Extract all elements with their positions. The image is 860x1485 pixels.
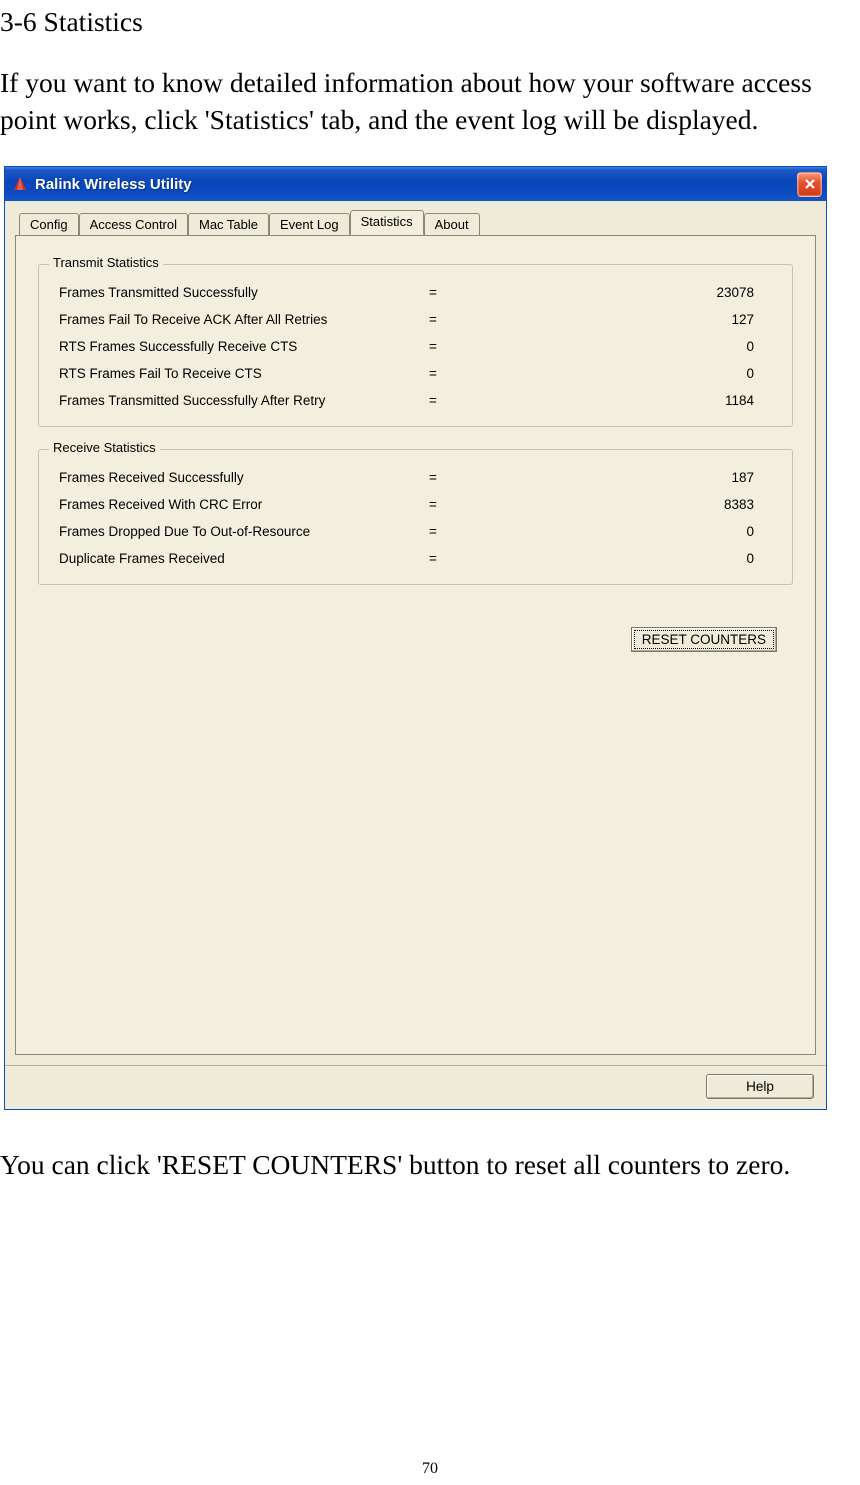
transmit-group: Transmit Statistics Frames Transmitted S…: [38, 264, 793, 427]
window-title: Ralink Wireless Utility: [35, 176, 797, 193]
stat-row: Frames Dropped Due To Out-of-Resource = …: [55, 518, 776, 545]
stat-label: Frames Transmitted Successfully After Re…: [59, 393, 429, 408]
stat-row: RTS Frames Successfully Receive CTS = 0: [55, 333, 776, 360]
stat-label: Frames Transmitted Successfully: [59, 285, 429, 300]
tab-content: Transmit Statistics Frames Transmitted S…: [15, 235, 816, 1055]
bottom-bar: Help: [5, 1065, 826, 1109]
stat-row: RTS Frames Fail To Receive CTS = 0: [55, 360, 776, 387]
app-window: Ralink Wireless Utility Config Access Co…: [4, 166, 827, 1110]
stat-equals: =: [429, 393, 539, 408]
stat-value: 187: [539, 470, 772, 485]
stat-row: Frames Received Successfully = 187: [55, 464, 776, 491]
stat-equals: =: [429, 497, 539, 512]
stat-row: Frames Fail To Receive ACK After All Ret…: [55, 306, 776, 333]
stat-label: Frames Received Successfully: [59, 470, 429, 485]
tab-mac-table[interactable]: Mac Table: [188, 213, 269, 236]
app-icon: [11, 175, 29, 193]
stat-equals: =: [429, 339, 539, 354]
titlebar: Ralink Wireless Utility: [5, 167, 826, 201]
stat-value: 23078: [539, 285, 772, 300]
tab-config[interactable]: Config: [19, 213, 79, 236]
stat-value: 8383: [539, 497, 772, 512]
stat-value: 0: [539, 551, 772, 566]
stat-value: 1184: [539, 393, 772, 408]
stat-equals: =: [429, 551, 539, 566]
close-button[interactable]: [797, 172, 822, 197]
page-number: 70: [0, 1460, 860, 1478]
stat-label: RTS Frames Fail To Receive CTS: [59, 366, 429, 381]
stat-equals: =: [429, 285, 539, 300]
stat-label: RTS Frames Successfully Receive CTS: [59, 339, 429, 354]
receive-legend: Receive Statistics: [49, 440, 160, 455]
help-button[interactable]: Help: [706, 1074, 814, 1099]
stat-equals: =: [429, 366, 539, 381]
stat-equals: =: [429, 312, 539, 327]
stat-label: Frames Received With CRC Error: [59, 497, 429, 512]
stat-label: Frames Dropped Due To Out-of-Resource: [59, 524, 429, 539]
reset-counters-button[interactable]: RESET COUNTERS: [631, 627, 777, 652]
tab-access-control[interactable]: Access Control: [79, 213, 188, 236]
stat-row: Frames Received With CRC Error = 8383: [55, 491, 776, 518]
stat-value: 0: [539, 524, 772, 539]
stat-value: 0: [539, 339, 772, 354]
stat-value: 127: [539, 312, 772, 327]
window-body: Config Access Control Mac Table Event Lo…: [5, 201, 826, 1065]
stat-label: Duplicate Frames Received: [59, 551, 429, 566]
intro-paragraph: If you want to know detailed information…: [0, 64, 860, 138]
stat-equals: =: [429, 524, 539, 539]
stat-label: Frames Fail To Receive ACK After All Ret…: [59, 312, 429, 327]
transmit-legend: Transmit Statistics: [49, 255, 163, 270]
outro-paragraph: You can click 'RESET COUNTERS' button to…: [0, 1146, 860, 1183]
stat-row: Frames Transmitted Successfully = 23078: [55, 279, 776, 306]
stat-value: 0: [539, 366, 772, 381]
section-heading: 3-6 Statistics: [0, 6, 860, 38]
close-icon: [804, 178, 816, 190]
tab-statistics[interactable]: Statistics: [350, 210, 424, 235]
tab-event-log[interactable]: Event Log: [269, 213, 350, 236]
stat-row: Duplicate Frames Received = 0: [55, 545, 776, 572]
tab-bar: Config Access Control Mac Table Event Lo…: [15, 209, 816, 235]
receive-group: Receive Statistics Frames Received Succe…: [38, 449, 793, 585]
tab-about[interactable]: About: [424, 213, 480, 236]
stat-row: Frames Transmitted Successfully After Re…: [55, 387, 776, 414]
stat-equals: =: [429, 470, 539, 485]
